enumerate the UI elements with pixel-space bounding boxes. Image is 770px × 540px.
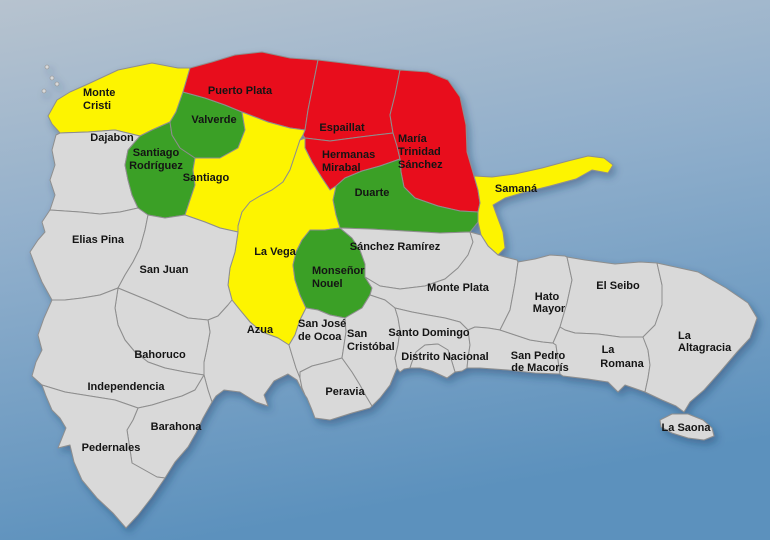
province-label-valverde: Valverde <box>191 114 236 126</box>
province-label-san-jose-de-ocoa-1: San José <box>298 318 346 330</box>
province-label-dajabon: Dajabon <box>90 132 134 144</box>
province-label-el-seibo: El Seibo <box>596 280 640 292</box>
province-label-hermanas-mirabal-1: Hermanas <box>322 149 375 161</box>
province-label-maria-trinidad-sanchez-2: Trinidad <box>398 146 441 158</box>
province-label-hato-mayor-1: Hato <box>535 291 560 303</box>
province-label-santiago-rodriguez-2: Rodríguez <box>129 160 183 172</box>
province-label-san-cristobal-2: Cristóbal <box>347 341 395 353</box>
province-la-altagracia <box>642 262 758 413</box>
provinces-layer <box>29 51 758 529</box>
province-label-la-romana-2: Romana <box>600 358 644 370</box>
province-label-distrito-nacional: Distrito Nacional <box>401 351 488 363</box>
province-label-monte-cristi-1: Monte <box>83 87 115 99</box>
province-label-santiago: Santiago <box>183 172 230 184</box>
province-samana <box>473 155 614 256</box>
province-label-espaillat: Espaillat <box>319 122 365 134</box>
province-label-san-cristobal-1: San <box>347 328 367 340</box>
province-label-la-romana-1: La <box>602 344 616 356</box>
islet-3 <box>54 81 60 87</box>
province-label-la-vega: La Vega <box>254 246 296 258</box>
province-la-saona <box>659 413 715 441</box>
province-label-hato-mayor-2: Mayor <box>533 303 566 315</box>
province-label-hermanas-mirabal-2: Mirabal <box>322 162 361 174</box>
province-label-monte-plata: Monte Plata <box>427 282 490 294</box>
province-label-la-altagracia-1: La <box>678 330 692 342</box>
province-label-santiago-rodriguez-1: Santiago <box>133 147 180 159</box>
province-label-puerto-plata: Puerto Plata <box>208 85 273 97</box>
province-label-monte-cristi-2: Cristi <box>83 100 111 112</box>
province-label-peravia: Peravia <box>325 386 365 398</box>
province-label-barahona: Barahona <box>151 421 203 433</box>
province-label-samana: Samaná <box>495 183 538 195</box>
province-el-seibo <box>559 256 663 338</box>
islet-2 <box>49 75 55 81</box>
province-peravia <box>299 357 373 421</box>
province-la-romana <box>552 326 651 393</box>
province-label-independencia: Independencia <box>87 381 165 393</box>
islet-4 <box>41 88 47 94</box>
province-label-san-juan: San Juan <box>140 264 189 276</box>
province-label-pedernales: Pedernales <box>82 442 141 454</box>
province-label-sanchez-ramirez: Sánchez Ramírez <box>350 241 441 253</box>
province-distrito-nacional <box>409 343 456 379</box>
province-label-maria-trinidad-sanchez-3: Sánchez <box>398 159 443 171</box>
province-pedernales <box>41 384 166 529</box>
province-label-san-pedro-de-macoris-2: de Macorís <box>511 362 568 374</box>
province-label-san-pedro-de-macoris-1: San Pedro <box>511 350 566 362</box>
province-label-maria-trinidad-sanchez-1: María <box>398 133 428 145</box>
province-label-monsenor-nouel-2: Nouel <box>312 278 343 290</box>
islet-1 <box>44 64 50 70</box>
province-label-la-altagracia-2: Altagracia <box>678 342 732 354</box>
province-label-elias-pina: Elias Pina <box>72 234 125 246</box>
province-label-san-jose-de-ocoa-2: de Ocoa <box>298 331 342 343</box>
province-label-azua: Azua <box>247 324 274 336</box>
province-label-bahoruco: Bahoruco <box>134 349 186 361</box>
province-label-monsenor-nouel-1: Monseñor <box>312 265 365 277</box>
province-label-la-saona: La Saona <box>662 422 712 434</box>
province-label-santo-domingo: Santo Domingo <box>388 327 470 339</box>
province-label-duarte: Duarte <box>355 187 390 199</box>
